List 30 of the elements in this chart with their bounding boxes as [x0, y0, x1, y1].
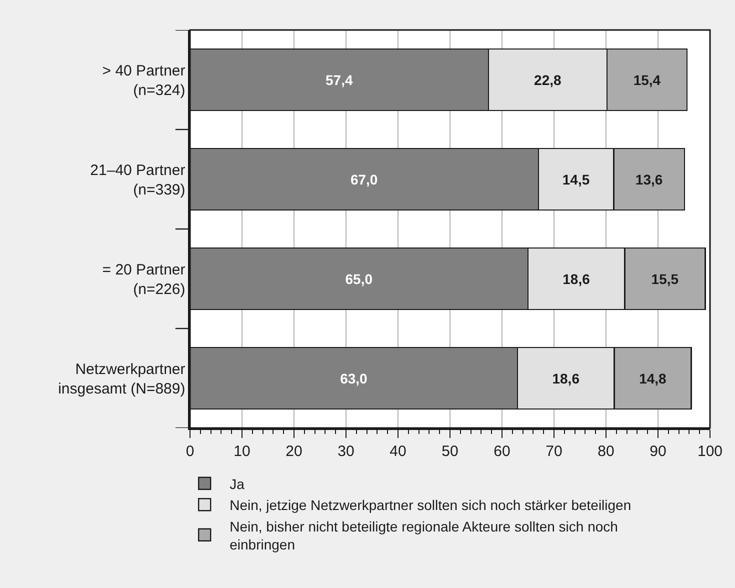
x-tick-label: 10	[234, 442, 250, 460]
x-tick-label: 0	[186, 442, 194, 460]
data-label: 22,8	[534, 72, 562, 88]
data-label: 14,8	[639, 370, 667, 386]
legend-label: Ja	[230, 476, 245, 492]
data-label: 65,0	[345, 270, 373, 287]
x-tick-label: 20	[286, 442, 302, 460]
y-tick-label: > 40 Partner (n=324)	[102, 62, 186, 99]
y-tick-label: = 20 Partner (n=226)	[102, 261, 186, 298]
data-label: 15,5	[651, 270, 679, 287]
x-tick-label: 50	[442, 442, 458, 460]
data-label: 14,5	[562, 171, 590, 188]
x-tick-label: 100	[697, 442, 723, 460]
data-label: 57,4	[326, 72, 353, 88]
data-label: 18,6	[562, 270, 590, 287]
data-label: 15,4	[633, 72, 661, 88]
x-tick-label: 90	[650, 442, 666, 460]
x-tick-label: 80	[598, 442, 614, 460]
x-tick-label: 30	[338, 442, 354, 460]
data-label: 13,6	[635, 171, 663, 188]
data-label: 18,6	[552, 370, 580, 386]
legend-label: Nein, bisher nicht beteiligte regionale Akteure sollten sich noch einbringen	[230, 518, 618, 552]
x-tick-label: 60	[494, 442, 510, 460]
legend-label: Nein, jetzige Netzwerkpartner sollten sich noch stärker beteiligen	[230, 497, 632, 514]
y-tick-label: 21–40 Partner (n=339)	[90, 162, 186, 198]
data-label: 67,0	[350, 171, 378, 188]
x-tick-label: 70	[546, 442, 562, 460]
data-label: 63,0	[340, 370, 368, 386]
y-tick-label: Netzwerkpartner insgesamt (N=889)	[58, 360, 186, 398]
x-tick-label: 40	[390, 442, 406, 460]
